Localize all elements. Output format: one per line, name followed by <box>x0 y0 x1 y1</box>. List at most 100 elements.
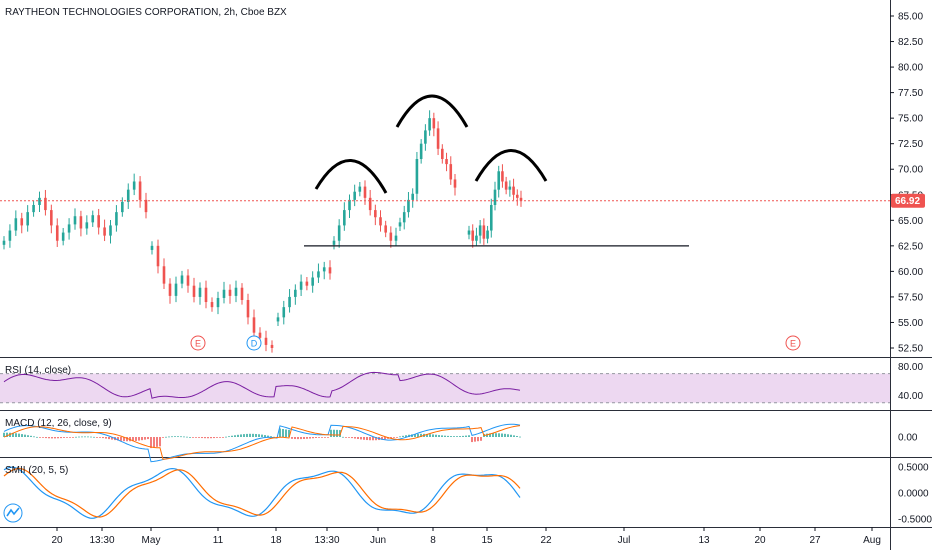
macd-histogram-bar <box>27 435 29 437</box>
macd-histogram-bar <box>444 435 446 437</box>
time-tick-label: 13:30 <box>314 535 339 546</box>
macd-histogram-bar <box>507 434 509 437</box>
macd-histogram-bar <box>51 437 53 439</box>
macd-histogram-bar <box>303 437 305 439</box>
earnings-event-marker[interactable]: E <box>785 335 801 351</box>
macd-histogram-bar <box>288 429 290 437</box>
macd-histogram-bar <box>348 437 350 438</box>
macd-histogram-bar <box>153 437 155 448</box>
macd-histogram-bar <box>207 437 209 439</box>
candle-body <box>192 285 196 297</box>
macd-axis: 0.00 <box>898 433 918 444</box>
macd-histogram-bar <box>147 437 149 440</box>
dividend-event-marker[interactable]: D <box>246 335 262 351</box>
candle-body <box>288 296 291 308</box>
candle-body <box>467 230 471 235</box>
time-tick-label: 27 <box>809 535 821 546</box>
candle-body <box>67 224 71 233</box>
candle-body <box>216 297 220 308</box>
macd-histogram-bar <box>435 434 437 437</box>
macd-histogram-bar <box>144 437 146 440</box>
macd-histogram-bar <box>102 437 104 439</box>
macd-histogram-bar <box>6 432 8 437</box>
candle-body <box>407 199 410 213</box>
macd-histogram-bar <box>420 433 422 437</box>
macd-histogram-bar <box>465 435 467 437</box>
macd-histogram-bar <box>327 437 329 438</box>
candle-body <box>240 287 244 300</box>
right-shoulder-arc[interactable] <box>474 149 548 182</box>
macd-histogram-bar <box>354 437 356 439</box>
macd-histogram-bar <box>66 437 68 438</box>
macd-histogram-bar <box>168 436 170 438</box>
candle-body <box>32 204 35 213</box>
macd-histogram-bar <box>282 429 284 437</box>
smii-signal-line <box>3 467 521 518</box>
candle-body <box>508 186 512 190</box>
price-tick-label: 60.00 <box>898 267 923 278</box>
candle-body <box>368 197 372 211</box>
candle-body <box>332 240 336 245</box>
candle-body <box>210 302 214 308</box>
macd-histogram-bar <box>417 433 419 437</box>
earnings-event-marker[interactable]: E <box>190 335 206 351</box>
macd-histogram-bar <box>438 435 440 437</box>
candle-body <box>20 218 24 226</box>
candle-body <box>79 216 83 229</box>
tradingview-logo[interactable] <box>3 503 23 523</box>
candlestick-series <box>2 110 523 353</box>
price-tick-label: 85.00 <box>898 12 923 23</box>
macd-histogram-bar <box>405 435 407 437</box>
macd-histogram-bar <box>183 436 185 438</box>
macd-histogram-bar <box>495 433 497 437</box>
candle-body <box>453 179 457 188</box>
candle-body <box>162 266 166 284</box>
macd-histogram-bar <box>366 437 368 441</box>
macd-histogram-bar <box>87 436 89 438</box>
macd-histogram-bar <box>381 437 383 440</box>
head-arc[interactable] <box>395 94 469 128</box>
macd-histogram-bar <box>471 437 473 443</box>
candle-body <box>493 189 497 205</box>
candle-body <box>246 299 250 318</box>
macd-histogram-bar <box>228 436 230 438</box>
candle-body <box>374 210 377 218</box>
macd-histogram-bar <box>375 437 377 441</box>
candle-body <box>282 307 286 318</box>
time-axis: 20 13:30 May 11 18 13:30 Jun 8 15 22 Jul 13 20 27 Aug <box>51 527 881 546</box>
candle-body <box>294 289 297 297</box>
macd-histogram-bar <box>231 435 233 437</box>
candle-body <box>317 271 320 278</box>
candle-body <box>519 197 523 201</box>
macd-histogram-bar <box>267 435 269 437</box>
candle-body <box>299 281 303 290</box>
macd-histogram-bar <box>393 437 395 438</box>
macd-histogram-bar <box>159 437 161 447</box>
macd-histogram-bar <box>243 434 245 437</box>
macd-pane[interactable] <box>0 412 890 457</box>
candle-body <box>55 225 59 241</box>
macd-histogram-bar <box>72 437 74 438</box>
candle-body <box>482 225 486 239</box>
macd-histogram-bar <box>396 437 398 438</box>
candle-body <box>38 197 41 205</box>
price-tick-label: 72.50 <box>898 139 923 150</box>
time-tick-label: 18 <box>270 535 282 546</box>
price-axis: 85.0082.5080.0077.5075.0072.5070.0067.50… <box>890 12 923 355</box>
macd-histogram-bar <box>165 436 167 438</box>
candle-body <box>363 186 367 198</box>
candle-body <box>276 317 280 322</box>
price-tick-label: 70.00 <box>898 165 923 176</box>
last-price-label-box <box>891 193 925 208</box>
price-pane[interactable] <box>0 0 890 357</box>
candle-body <box>501 171 504 182</box>
rsi-title: RSI (14, close) <box>5 365 71 376</box>
price-tick-label: 75.00 <box>898 114 923 125</box>
macd-histogram-bar <box>123 437 125 442</box>
candle-body <box>497 171 501 190</box>
candle-body <box>436 128 440 149</box>
left-shoulder-arc[interactable] <box>314 159 388 194</box>
macd-histogram-bar <box>81 436 83 438</box>
macd-histogram-bar <box>357 437 359 440</box>
